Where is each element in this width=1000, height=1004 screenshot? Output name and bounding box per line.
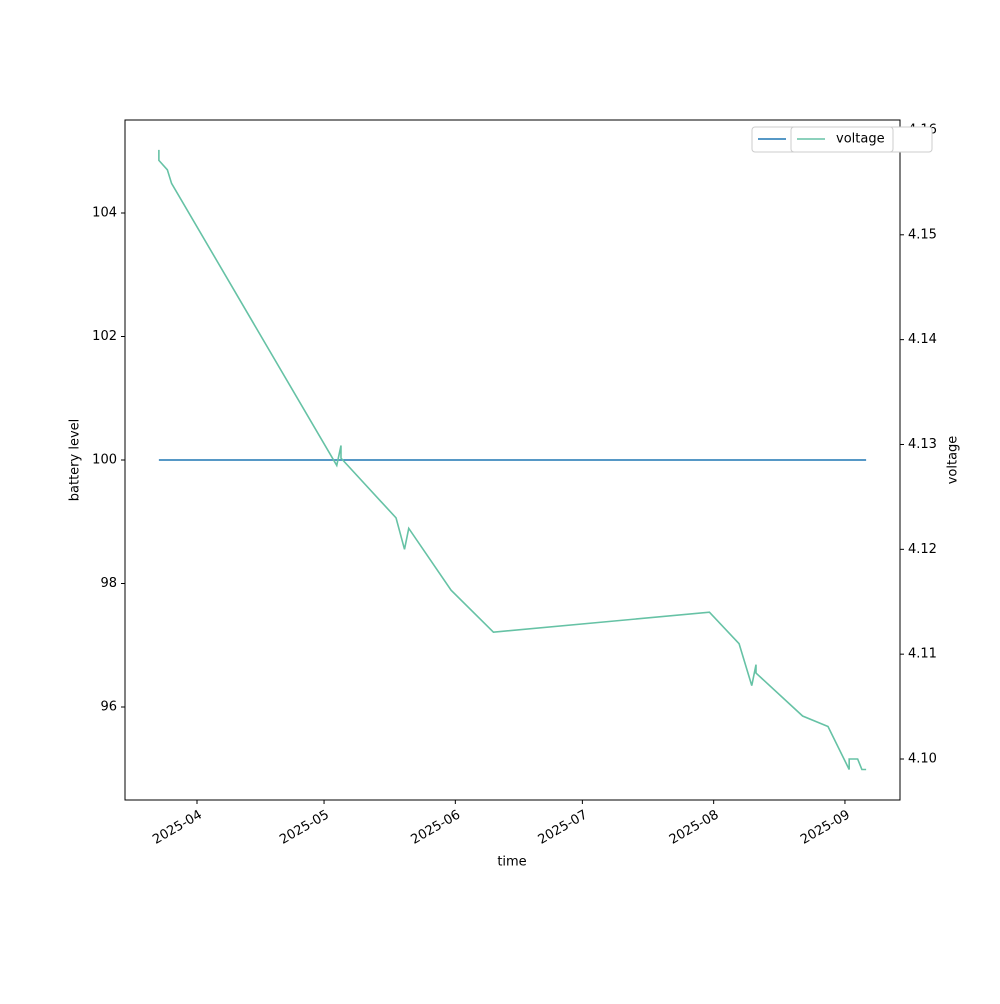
plot-frame xyxy=(124,119,901,801)
series-line xyxy=(158,149,867,771)
y2-tick-label: 4.15 xyxy=(908,227,937,242)
y-axis-label: battery level xyxy=(68,419,83,502)
y2-tick-label: 4.13 xyxy=(908,437,937,452)
x-tick-label: 2025-04 xyxy=(150,808,205,848)
x-axis-label: time xyxy=(497,855,526,870)
x-tick-label: 2025-09 xyxy=(798,808,853,848)
legend-box xyxy=(790,126,894,153)
x-tick-label: 2025-06 xyxy=(409,808,464,848)
x-tick-label: 2025-08 xyxy=(667,808,722,848)
y-tick-label: 98 xyxy=(100,576,117,591)
y2-tick-label: 4.11 xyxy=(908,647,937,662)
x-tick-label: 2025-07 xyxy=(536,808,591,848)
x-tick-label: 2025-05 xyxy=(277,808,332,848)
y2-tick-label: 4.10 xyxy=(908,752,937,767)
legend-label: voltage xyxy=(836,132,885,147)
y-tick-label: 100 xyxy=(92,453,117,468)
y2-axis-label: voltage xyxy=(946,436,961,485)
y2-tick-label: 4.12 xyxy=(908,542,937,557)
y-tick-label: 102 xyxy=(92,329,117,344)
y-tick-label: 104 xyxy=(92,205,117,220)
y2-tick-label: 4.14 xyxy=(908,332,937,347)
y-tick-label: 96 xyxy=(100,700,117,715)
